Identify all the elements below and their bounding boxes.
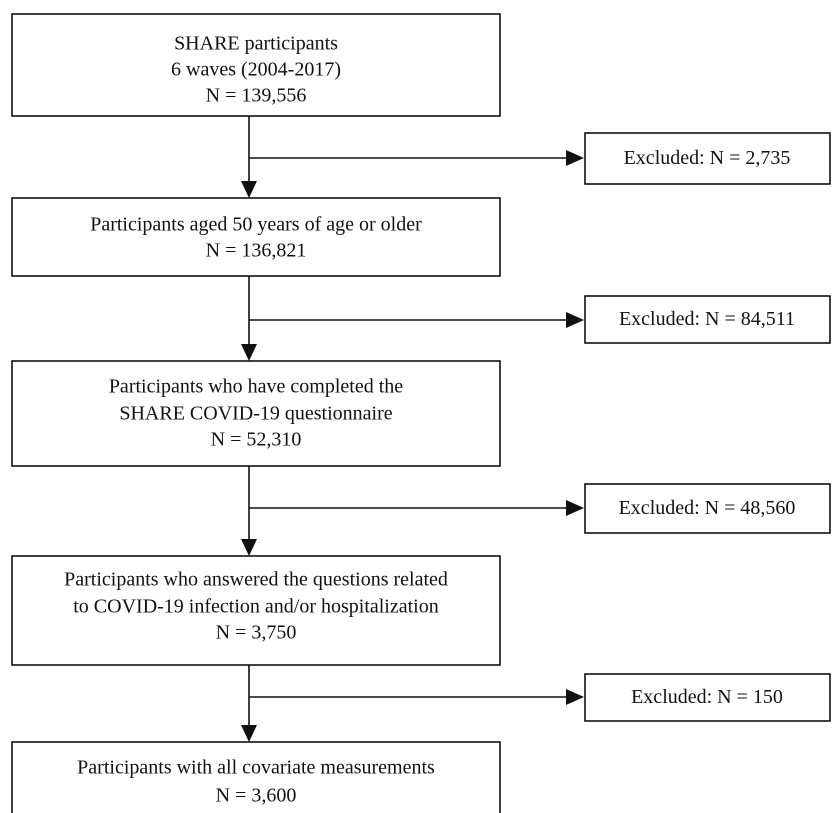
step-box bbox=[11, 197, 501, 277]
boxes: SHARE participants 6 waves (2004-2017) N =… bbox=[11, 13, 831, 813]
step-text: Participants who have completed the bbox=[109, 376, 403, 398]
step-text: N = 3,600 bbox=[216, 785, 297, 807]
exclusion-text: Excluded: N = 150 bbox=[631, 686, 783, 708]
step-text: N = 52,310 bbox=[211, 429, 302, 451]
exclusion-box bbox=[584, 295, 831, 344]
step-text: N = 136,821 bbox=[206, 240, 307, 262]
exclusion-box bbox=[584, 132, 831, 185]
step-text: SHARE COVID-19 questionnaire bbox=[119, 403, 392, 425]
step-text: Participants who answered the questions … bbox=[64, 569, 448, 591]
step-text: SHARE participants bbox=[174, 33, 338, 55]
step-box bbox=[11, 555, 501, 666]
step-text: 6 waves (2004-2017) bbox=[171, 59, 341, 81]
step-text: to COVID-19 infection and/or hospitaliza… bbox=[73, 596, 438, 618]
exclusion-box bbox=[584, 673, 831, 722]
exclusion-text: Excluded: N = 84,511 bbox=[619, 308, 795, 330]
step-box bbox=[11, 13, 501, 117]
exclusion-text: Excluded: N = 48,560 bbox=[619, 497, 796, 519]
connectors bbox=[241, 116, 584, 742]
step-text: Participants with all covariate measurem… bbox=[77, 757, 435, 779]
step-box bbox=[11, 360, 501, 467]
step-text: Participants aged 50 years of age or old… bbox=[90, 214, 422, 236]
exclusion-box bbox=[584, 483, 831, 534]
step-box bbox=[11, 741, 501, 813]
step-text: N = 3,750 bbox=[216, 622, 297, 644]
step-text: N = 139,556 bbox=[206, 85, 307, 107]
exclusion-text: Excluded: N = 2,735 bbox=[624, 147, 791, 169]
